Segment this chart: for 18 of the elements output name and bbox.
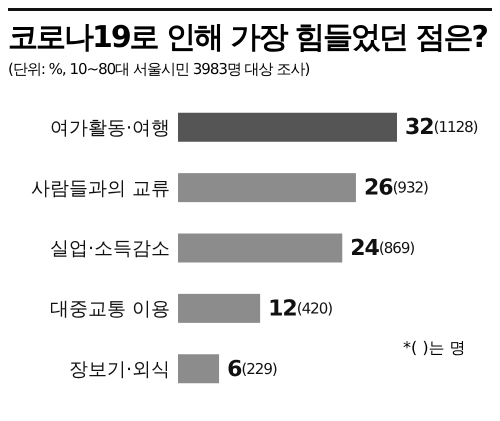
bar xyxy=(178,294,260,323)
data-label: 12(420) xyxy=(268,296,332,321)
data-label: 6(229) xyxy=(227,356,277,382)
y-tick-label: 장보기·외식 xyxy=(68,358,170,381)
y-tick-label: 실업·소득감소 xyxy=(50,238,170,260)
data-label: 32(1128) xyxy=(405,114,478,140)
bar xyxy=(178,354,220,384)
bar xyxy=(178,112,397,142)
text: *( )는 명 xyxy=(403,338,466,359)
bar xyxy=(178,234,342,263)
y-tick-label: 사람들과의 교류 xyxy=(30,177,170,200)
data-label: 24(869) xyxy=(350,236,414,261)
y-tick-label: 대중교통 이용 xyxy=(50,298,170,320)
bar xyxy=(178,173,356,202)
data-label: 26(932) xyxy=(364,175,428,200)
chart-subtitle: (단위: %, 10~80대 서울시민 3983명 대상 조사) xyxy=(8,60,310,79)
y-tick-label: 여가활동·여행 xyxy=(50,116,170,139)
chart-title: 코로나19로 인해 가장 힘들었던 점은? xyxy=(8,19,488,57)
